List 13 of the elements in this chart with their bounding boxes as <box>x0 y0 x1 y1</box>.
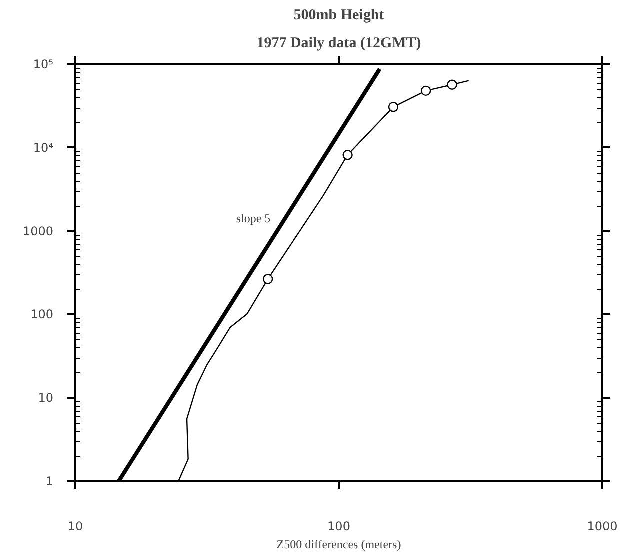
annotation: slope 5 <box>236 212 271 226</box>
y-tick-label: 1 <box>46 474 54 488</box>
y-tick-label: 10⁴ <box>33 140 54 155</box>
chart-subtitle: 1977 Daily data (12GMT) <box>256 36 422 52</box>
x-axis-title: Z500 differences (meters) <box>276 538 402 552</box>
y-tick-label: 1000 <box>22 224 54 238</box>
y-tick-label: 10⁵ <box>33 58 54 72</box>
x-tick-label: 10 <box>68 520 84 534</box>
x-tick-label: 1000 <box>587 520 618 534</box>
y-tick-label: 10 <box>38 391 54 406</box>
x-tick-label: 100 <box>328 520 350 534</box>
chart-title: 500mb Height <box>294 8 384 24</box>
y-tick-label: 100 <box>30 308 54 322</box>
